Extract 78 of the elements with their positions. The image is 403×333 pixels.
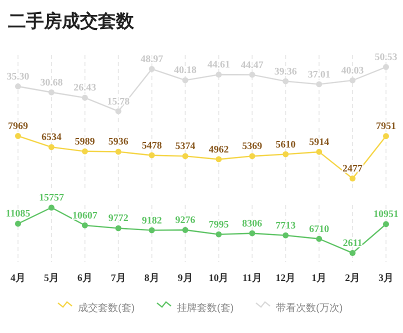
point — [216, 72, 222, 78]
point — [350, 77, 356, 84]
point — [182, 77, 188, 84]
point — [282, 151, 289, 158]
data-label: 5936 — [108, 136, 128, 148]
point — [82, 222, 88, 228]
x-tick-label: 11月 — [242, 273, 262, 284]
point — [148, 227, 155, 234]
data-label: 9772 — [108, 213, 128, 224]
point — [115, 225, 122, 232]
chart-title: 二手房成交套数 — [8, 11, 135, 31]
data-label: 7951 — [376, 121, 396, 132]
point — [15, 132, 21, 139]
point — [182, 226, 188, 233]
point — [82, 148, 88, 154]
point — [316, 81, 322, 88]
point — [316, 148, 322, 155]
x-tick-label: 9月 — [178, 273, 193, 284]
legend: 挂牌套数(套) — [156, 301, 234, 314]
x-tick-label: 1月 — [312, 273, 327, 284]
point — [249, 230, 256, 236]
x-tick-label: 4月 — [10, 273, 26, 284]
data-label: 9276 — [175, 214, 196, 226]
legend-label: 成交套数(套) — [78, 302, 135, 314]
data-label: 6710 — [309, 224, 330, 235]
data-label: 5478 — [142, 140, 162, 152]
point — [48, 144, 54, 150]
point — [148, 66, 155, 72]
point — [350, 250, 356, 256]
data-label: 6534 — [41, 132, 62, 144]
data-label: 2611 — [342, 238, 362, 249]
point — [316, 236, 322, 242]
point — [148, 152, 155, 158]
point — [350, 176, 356, 182]
data-label: 4962 — [208, 144, 229, 156]
legend: 成交套数(套) — [58, 301, 135, 314]
data-label: 5374 — [175, 141, 196, 152]
data-label: 5369 — [242, 141, 262, 152]
data-label: 9182 — [142, 215, 162, 226]
x-tick-label: 10月 — [208, 273, 229, 284]
point — [48, 204, 54, 211]
x-tick-label: 6月 — [77, 273, 92, 284]
data-label: 10951 — [374, 209, 398, 220]
point — [15, 220, 21, 227]
x-tick-label: 2月 — [345, 273, 360, 284]
point — [249, 153, 256, 160]
point — [249, 72, 256, 78]
legend-label: 带看次数(万次) — [276, 302, 343, 314]
data-label: 10607 — [72, 210, 98, 222]
point — [383, 64, 389, 70]
point — [383, 221, 389, 228]
data-label: 15757 — [38, 192, 64, 204]
data-label: 5610 — [276, 139, 296, 150]
data-label: 5914 — [309, 136, 330, 148]
x-tick-label: 3月 — [378, 273, 394, 284]
x-tick-label: 5月 — [44, 273, 59, 284]
point — [282, 232, 289, 238]
point — [48, 89, 54, 96]
x-tick-label: 7月 — [110, 273, 126, 284]
point — [182, 153, 188, 160]
data-label: 7713 — [276, 220, 296, 232]
x-tick-label: 12月 — [276, 273, 296, 284]
data-label: 7969 — [8, 120, 28, 132]
data-label: 7995 — [208, 219, 229, 230]
point — [15, 83, 21, 90]
legend-label: 挂牌套数(套) — [177, 302, 234, 314]
data-label: 11085 — [6, 208, 30, 220]
point — [216, 156, 222, 162]
data-label: 8306 — [242, 218, 262, 230]
data-label: 5989 — [74, 136, 95, 148]
point — [383, 133, 389, 140]
x-tick-label: 8月 — [144, 273, 160, 284]
point — [115, 108, 122, 114]
legend: 带看次数(万次) — [256, 301, 343, 314]
point — [82, 94, 88, 101]
point — [282, 78, 289, 84]
point — [115, 148, 122, 155]
point — [216, 231, 222, 238]
